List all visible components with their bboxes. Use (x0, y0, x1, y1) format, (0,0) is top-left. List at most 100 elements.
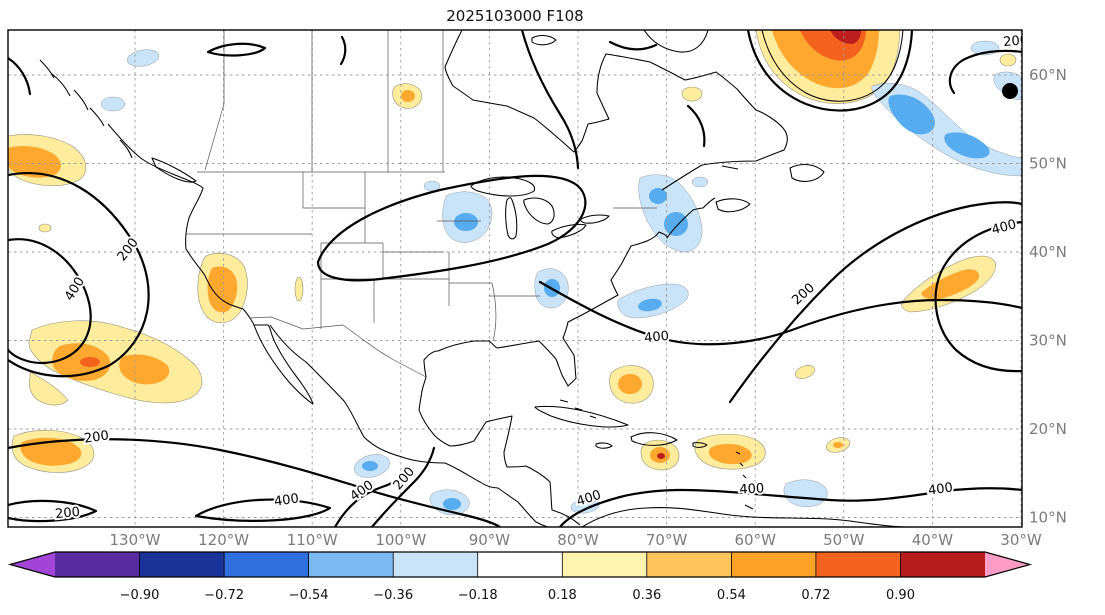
lon-tick-label: 40°W (912, 531, 954, 549)
colorbar-segment (646, 552, 732, 577)
negative-anomaly-tehuantepec-core (362, 461, 378, 471)
lon-tick-label: 130°W (110, 531, 161, 549)
positive-anomaly-east-caribbean-core (708, 443, 752, 465)
colorbar-tick-label: 0.72 (801, 588, 830, 603)
plot-title: 2025103000 F108 (446, 7, 583, 25)
positive-speck-atlantic1 (795, 365, 815, 379)
colorbar-segment (393, 552, 479, 577)
positive-anomaly-bottom-left-core (20, 437, 82, 466)
great-lakes (470, 176, 610, 240)
colorbar-tick-label: −0.36 (373, 588, 413, 603)
colorbar-segment (900, 552, 985, 577)
coast-misc-north (39, 59, 825, 213)
lat-tick-label: 60°N (1029, 66, 1067, 84)
map-frame (7, 29, 1023, 528)
lon-tick-label: 60°W (734, 531, 776, 549)
negative-anomaly-natl-core1 (888, 94, 935, 135)
colorbar-segment (55, 552, 140, 577)
colorbar-tick-label: 0.54 (717, 588, 746, 603)
colorbar-segment (224, 552, 310, 577)
colorbar-segment (562, 552, 648, 577)
positive-spot-north-center-core (401, 90, 415, 102)
lat-tick-label: 30°N (1029, 332, 1067, 350)
colorbar: −0.90 −0.72 −0.54 −0.36 −0.18 0.18 0.36 … (7, 551, 1033, 603)
colorbar-extend-left (10, 552, 55, 577)
colorbar-segment (139, 552, 225, 577)
lon-axis: 130°W 120°W 110°W 100°W 90°W 80°W 70°W 6… (110, 531, 1042, 549)
negative-anomaly-great-lakes-core (454, 213, 478, 231)
colorbar-tick-label: −0.18 (458, 588, 498, 603)
coast-islands (534, 399, 754, 510)
contour-label: 200 (1003, 33, 1029, 50)
colorbar-tick-label: 0.36 (632, 588, 661, 603)
coast-baffin (643, 30, 709, 53)
colorbar-segment (815, 552, 901, 577)
contour-label: 200 (83, 428, 110, 446)
lat-tick-label: 40°N (1029, 243, 1067, 261)
lon-tick-label: 30°W (1000, 531, 1042, 549)
positive-anomaly-greenland-extreme (830, 30, 861, 44)
negative-spot-nw1 (126, 49, 160, 67)
coast-west (107, 123, 255, 326)
contour-label: 200 (789, 281, 817, 309)
positive-anomaly-pacific-strong (80, 357, 100, 367)
colorbar-tick-label: −0.54 (289, 588, 329, 603)
black-dot-marker (1002, 83, 1018, 99)
positive-spot-labrador (681, 86, 703, 102)
negative-spot-nw2 (100, 96, 126, 112)
positive-anomaly-great-basin-core (207, 266, 238, 313)
positive-anomaly-sargasso-core (618, 374, 642, 394)
lon-tick-label: 120°W (198, 531, 249, 549)
lon-tick-label: 110°W (287, 531, 338, 549)
contour-label: 200 (391, 464, 418, 493)
coast-greenland (761, 30, 904, 102)
negative-anomaly-natl-core2 (944, 132, 990, 159)
negative-anomaly-bermuda-core (638, 298, 662, 312)
colorbar-tick-label: −0.90 (120, 588, 160, 603)
lat-axis: 60°N 50°N 40°N 30°N 20°N 10°N (1029, 66, 1067, 527)
lat-tick-label: 20°N (1029, 420, 1067, 438)
negative-anomaly-panama-core (443, 498, 461, 510)
contour-label: 200 (55, 505, 81, 523)
positive-speck (38, 223, 52, 233)
coastlines (39, 30, 906, 527)
lon-tick-label: 70°W (646, 531, 688, 549)
contour-label: 400 (575, 488, 603, 510)
coast-mexico-pacific (269, 324, 549, 527)
colorbar-tick-label: −0.72 (204, 588, 244, 603)
contour-lines (8, 30, 1022, 527)
lon-tick-label: 100°W (375, 531, 426, 549)
lon-tick-label: 50°W (823, 531, 865, 549)
positive-anomaly-pacific-tail (28, 371, 69, 406)
colorbar-segment (731, 552, 817, 577)
lon-tick-label: 80°W (557, 531, 599, 549)
colorbar-dividers (139, 552, 901, 577)
colorbar-ticks: −0.90 −0.72 −0.54 −0.36 −0.18 0.18 0.36 … (120, 588, 915, 603)
coast-labrador-hudson (444, 30, 788, 191)
positive-anomaly-west-edge-core (8, 145, 61, 178)
coast-baja (253, 324, 314, 405)
positive-anomaly-caribbean-extreme (657, 453, 665, 459)
contour-label: 400 (348, 478, 377, 505)
contour-label: 400 (644, 329, 670, 347)
negative-anomaly-quebec-core2 (649, 188, 667, 204)
colorbar-tick-label: 0.18 (548, 588, 577, 603)
contour-label: 400 (990, 217, 1018, 238)
lat-tick-label: 10°N (1029, 509, 1067, 527)
contour-label: 200 (115, 235, 142, 264)
coast-south-america (581, 507, 906, 527)
colorbar-outline (7, 551, 1033, 578)
contour-label: 400 (739, 481, 765, 497)
contour-label: 400 (927, 480, 954, 498)
state-borders (185, 30, 657, 378)
colorbar-tick-label: 0.90 (886, 588, 915, 603)
colorbar-segment (477, 552, 563, 577)
positive-speck-topright (999, 53, 1017, 67)
contour-label: 400 (273, 491, 300, 509)
negative-spot-bottom-right (783, 479, 828, 507)
negative-anomaly-quebec-core1 (664, 212, 688, 236)
lat-tick-label: 50°N (1029, 155, 1067, 173)
positive-anomaly-pacific-core2 (119, 354, 170, 385)
